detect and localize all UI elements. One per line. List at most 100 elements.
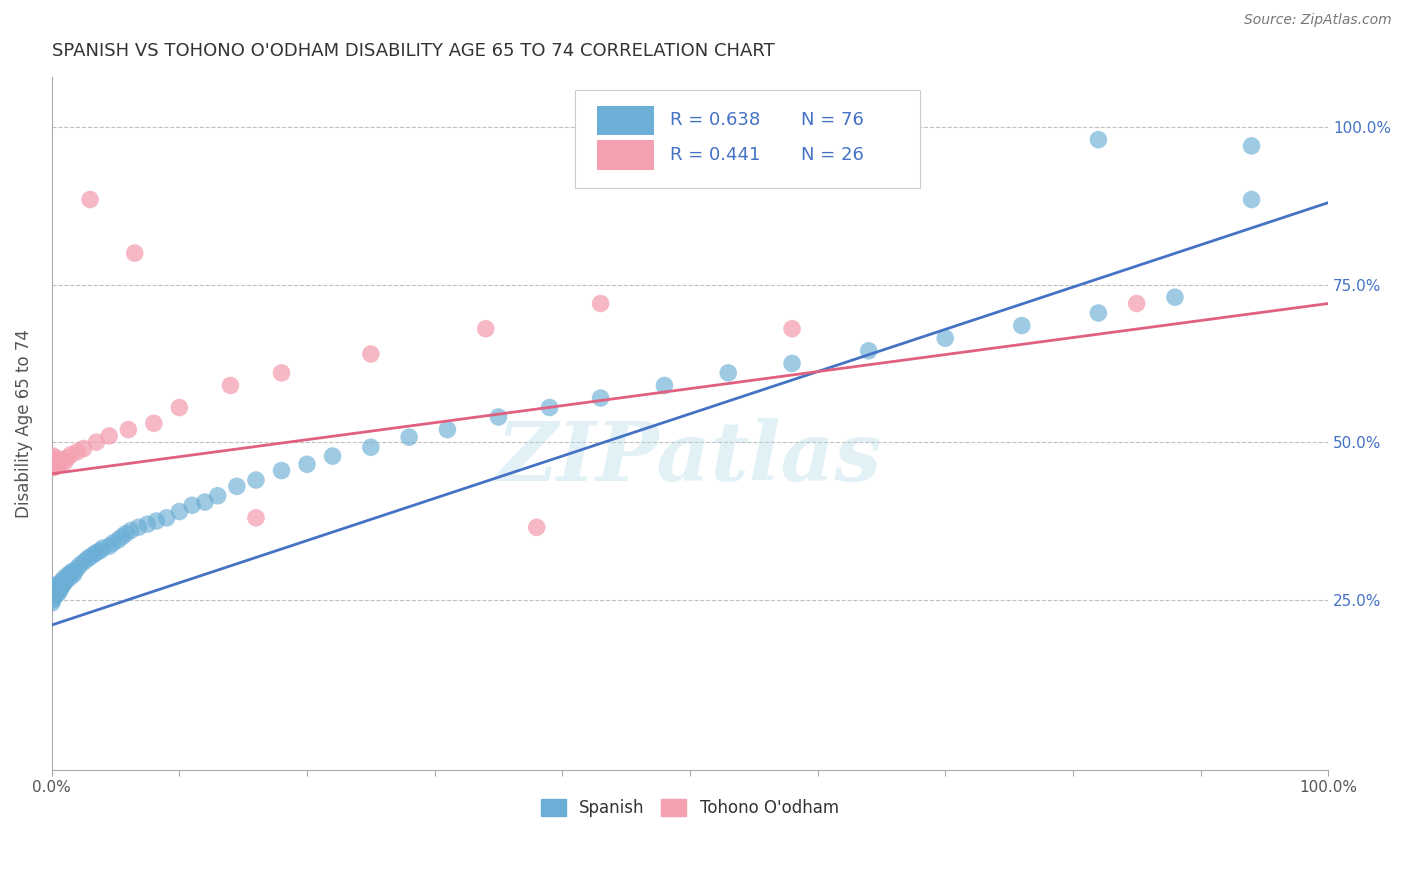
Text: N = 76: N = 76 — [801, 112, 863, 129]
Point — [48, 579, 70, 593]
Point — [589, 296, 612, 310]
Point — [58, 567, 80, 582]
Point — [53, 575, 76, 590]
Point — [398, 430, 420, 444]
Point — [1087, 306, 1109, 320]
Point — [488, 409, 510, 424]
Point — [59, 571, 82, 585]
Point — [1164, 290, 1187, 304]
Point — [66, 561, 89, 575]
Point — [538, 401, 561, 415]
Point — [360, 347, 382, 361]
Point — [101, 536, 124, 550]
Point — [41, 460, 63, 475]
Point — [49, 582, 72, 596]
Point — [156, 511, 179, 525]
Text: Source: ZipAtlas.com: Source: ZipAtlas.com — [1244, 13, 1392, 28]
Point — [42, 588, 65, 602]
Text: R = 0.638: R = 0.638 — [669, 112, 759, 129]
Point — [91, 541, 114, 555]
Point — [589, 391, 612, 405]
Point — [136, 517, 159, 532]
Point — [63, 565, 86, 579]
Point — [46, 582, 69, 596]
Text: R = 0.441: R = 0.441 — [669, 146, 759, 164]
Point — [780, 356, 803, 370]
Point — [526, 520, 548, 534]
Point — [98, 429, 121, 443]
Point — [107, 533, 129, 547]
Point — [124, 246, 146, 260]
Point — [436, 423, 458, 437]
Point — [1125, 296, 1147, 310]
Point — [44, 455, 66, 469]
Point — [86, 435, 108, 450]
Point — [51, 453, 73, 467]
Point — [56, 571, 79, 585]
Point — [73, 555, 96, 569]
Point — [55, 574, 77, 588]
Point — [45, 588, 67, 602]
Point — [245, 473, 267, 487]
Point — [66, 444, 89, 458]
Point — [51, 574, 73, 588]
Point — [654, 378, 676, 392]
Point — [111, 530, 134, 544]
FancyBboxPatch shape — [596, 106, 654, 135]
Point — [79, 549, 101, 564]
Point — [114, 526, 136, 541]
Text: SPANISH VS TOHONO O'ODHAM DISABILITY AGE 65 TO 74 CORRELATION CHART: SPANISH VS TOHONO O'ODHAM DISABILITY AGE… — [52, 42, 775, 60]
Point — [225, 479, 247, 493]
Point — [360, 440, 382, 454]
Point — [45, 450, 67, 465]
Point — [42, 449, 65, 463]
Point — [44, 590, 66, 604]
Point — [53, 571, 76, 585]
Point — [46, 586, 69, 600]
FancyBboxPatch shape — [575, 90, 920, 187]
Point — [60, 565, 83, 579]
Point — [42, 583, 65, 598]
Point — [41, 590, 63, 604]
Point — [120, 524, 142, 538]
Point — [1240, 193, 1263, 207]
Point — [128, 520, 150, 534]
Point — [59, 566, 82, 581]
Point — [83, 548, 105, 562]
Point — [322, 449, 344, 463]
Point — [52, 577, 75, 591]
Point — [98, 539, 121, 553]
Point — [48, 457, 70, 471]
Point — [86, 545, 108, 559]
Point — [117, 423, 139, 437]
Point — [219, 378, 242, 392]
Point — [79, 193, 101, 207]
Point — [53, 455, 76, 469]
Point — [45, 580, 67, 594]
Point — [45, 585, 67, 599]
Point — [42, 592, 65, 607]
Point — [51, 579, 73, 593]
Point — [780, 322, 803, 336]
Point — [45, 579, 67, 593]
Point — [44, 585, 66, 599]
Point — [89, 543, 111, 558]
Point — [858, 343, 880, 358]
Point — [76, 551, 98, 566]
Point — [56, 450, 79, 465]
Point — [295, 457, 318, 471]
Y-axis label: Disability Age 65 to 74: Disability Age 65 to 74 — [15, 329, 32, 517]
Point — [270, 366, 292, 380]
Point — [42, 454, 65, 468]
Point — [169, 504, 191, 518]
Point — [717, 366, 740, 380]
Point — [934, 331, 956, 345]
Point — [41, 596, 63, 610]
Text: N = 26: N = 26 — [801, 146, 863, 164]
Point — [1011, 318, 1033, 333]
Point — [45, 583, 67, 598]
Point — [1240, 139, 1263, 153]
Point — [46, 577, 69, 591]
Point — [59, 448, 82, 462]
Point — [49, 577, 72, 591]
